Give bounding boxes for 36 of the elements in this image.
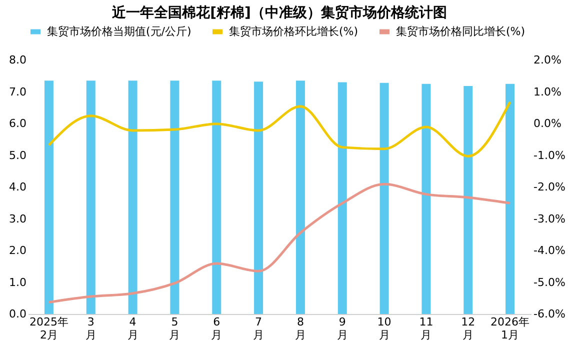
y2-tick-label: -5.0% (534, 276, 566, 289)
line-series (48, 182, 512, 304)
x-tick-label: 5 月 (169, 316, 180, 342)
y2-tick-label: -1.0% (534, 148, 566, 162)
x-tick-label: 7 月 (253, 316, 264, 342)
chart-title: 近一年全国棉花[籽棉]（中准级）集贸市场价格统计图 (111, 4, 447, 21)
y2-tick-label: -2.0% (534, 180, 566, 194)
y-tick-label: 2.0 (9, 244, 26, 257)
y2-tick-label: -6.0% (534, 308, 566, 320)
x-tick-label: 9 月 (336, 316, 348, 342)
x-tick-label: 4 月 (127, 316, 138, 342)
x-tick-label: 2026年 1月 (490, 316, 530, 342)
y2-tick-label: -4.0% (534, 244, 566, 257)
legend-label: 集贸市场价格同比增长(%) (396, 24, 526, 38)
line-series (48, 100, 512, 158)
y-tick-label: 0.0 (9, 308, 26, 320)
x-tick-label: 11 月 (419, 316, 434, 342)
y-tick-label: 4.0 (9, 180, 26, 194)
y-tick-label: 8.0 (9, 54, 26, 66)
legend-label: 集贸市场价格环比增长(%) (229, 24, 358, 38)
y2-tick-label: 0.0% (534, 117, 562, 130)
y2-tick-label: -3.0% (534, 212, 566, 226)
y-tick-label: 3.0 (9, 212, 26, 226)
y2-tick-label: 2.0% (534, 54, 562, 66)
x-tick-label: 6 月 (211, 316, 222, 342)
x-tick-label: 8 月 (294, 316, 306, 342)
y-tick-label: 5.0 (9, 148, 26, 162)
legend-label: 集贸市场价格当期值(元/公斤) (47, 24, 192, 38)
x-tick-label: 2025年 2月 (29, 316, 68, 342)
y-tick-label: 1.0 (9, 276, 26, 289)
y2-tick-label: 1.0% (534, 85, 562, 98)
x-tick-label: 10 月 (377, 316, 392, 342)
y-tick-label: 7.0 (9, 85, 26, 98)
x-tick-label: 12 月 (461, 316, 476, 342)
y-tick-label: 6.0 (9, 117, 26, 130)
x-tick-label: 3 月 (85, 316, 96, 342)
